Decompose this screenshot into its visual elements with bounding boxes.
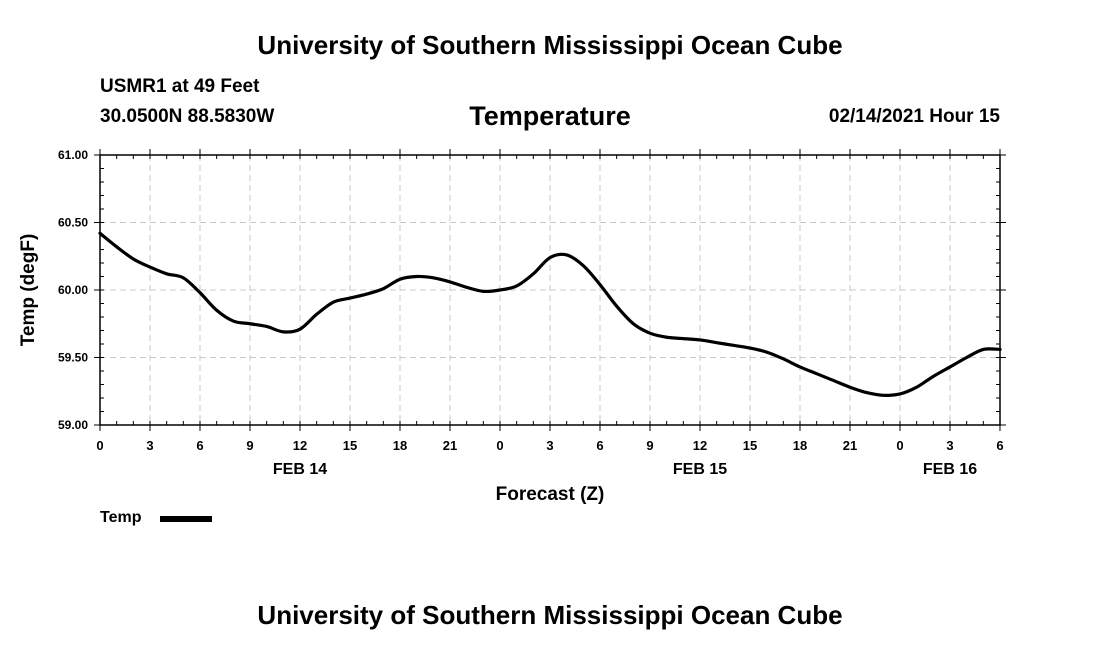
data-point (332, 300, 335, 304)
x-tick-label: 9 (246, 438, 253, 453)
x-date-label: FEB 15 (673, 461, 727, 478)
legend-swatch-temp (160, 516, 212, 522)
data-point (482, 290, 485, 293)
y-tick-label: 59.50 (58, 351, 88, 365)
data-point (882, 394, 885, 397)
data-point (965, 356, 968, 359)
data-point (732, 344, 735, 347)
x-tick-label: 21 (843, 438, 857, 453)
x-tick-label: 3 (146, 438, 153, 453)
x-date-label: FEB 16 (923, 461, 977, 478)
data-point (648, 332, 652, 335)
data-point (782, 357, 785, 361)
data-point (432, 276, 435, 280)
y-tick-label: 61.00 (58, 148, 88, 162)
y-tick-label: 59.00 (58, 418, 88, 432)
data-point (798, 365, 802, 369)
data-point (832, 379, 835, 382)
data-point (282, 330, 285, 334)
data-point (848, 386, 852, 389)
data-point (582, 264, 585, 267)
data-point (665, 336, 668, 339)
data-point (348, 296, 352, 300)
data-point (548, 256, 552, 259)
data-point (382, 287, 385, 290)
data-point (415, 275, 418, 278)
data-point (265, 325, 268, 328)
x-axis-label: Forecast (Z) (496, 484, 605, 505)
data-point (748, 346, 752, 350)
data-point (565, 253, 568, 257)
x-tick-label: 15 (743, 438, 757, 453)
data-point (98, 232, 102, 235)
x-tick-label: 3 (546, 438, 553, 453)
x-date-label: FEB 14 (273, 461, 327, 478)
data-point (915, 386, 918, 389)
data-point (632, 322, 635, 325)
data-point (715, 341, 718, 344)
page-title: University of Southern Mississippi Ocean… (257, 30, 843, 60)
x-tick-label: 18 (393, 438, 407, 453)
data-point (598, 283, 602, 286)
data-point (448, 280, 452, 284)
forecast-timestamp: 02/14/2021 Hour 15 (828, 106, 1000, 127)
data-point (498, 288, 502, 292)
data-point (398, 278, 402, 281)
data-point (115, 245, 118, 248)
data-point (532, 272, 535, 275)
data-point (315, 313, 318, 316)
data-point (898, 392, 902, 396)
footer-title: University of Southern Mississippi Ocean… (257, 600, 843, 630)
legend-label-temp: Temp (100, 509, 142, 526)
y-tick-label: 60.50 (58, 216, 88, 230)
y-tick-label: 60.00 (58, 283, 88, 297)
station-label: USMR1 at 49 Feet (100, 76, 260, 97)
x-tick-label: 0 (96, 438, 103, 453)
x-tick-label: 6 (596, 438, 603, 453)
x-tick-label: 6 (996, 438, 1003, 453)
data-point (982, 348, 985, 351)
data-point (182, 276, 185, 280)
data-point (765, 350, 768, 354)
chart-title: Temperature (469, 101, 631, 131)
data-point (165, 272, 168, 275)
x-tick-label: 12 (693, 438, 707, 453)
x-tick-label: 6 (196, 438, 203, 453)
y-axis-label: Temp (degF) (18, 234, 39, 347)
data-point (365, 292, 368, 296)
data-point (515, 284, 518, 288)
data-point (698, 338, 702, 342)
x-tick-label: 9 (646, 438, 653, 453)
data-point (865, 391, 868, 394)
x-tick-label: 3 (946, 438, 953, 453)
x-tick-label: 0 (496, 438, 503, 453)
data-point (298, 327, 302, 331)
data-point (615, 305, 618, 308)
data-point (248, 322, 252, 325)
x-tick-label: 12 (293, 438, 307, 453)
data-point (232, 319, 235, 323)
data-point (932, 375, 935, 378)
station-coordinates: 30.0500N 88.5830W (100, 106, 275, 127)
x-tick-label: 0 (896, 438, 903, 453)
data-point (198, 291, 202, 294)
plot-frame (99, 154, 1001, 426)
x-tick-label: 15 (343, 438, 357, 453)
data-point (682, 337, 685, 340)
x-tick-label: 18 (793, 438, 807, 453)
data-point (998, 348, 1002, 351)
data-point (948, 365, 952, 369)
data-point (148, 265, 152, 269)
data-point (465, 286, 468, 289)
x-tick-label: 21 (443, 438, 457, 453)
data-point (815, 372, 818, 375)
data-point (132, 257, 135, 261)
data-point (215, 309, 218, 312)
